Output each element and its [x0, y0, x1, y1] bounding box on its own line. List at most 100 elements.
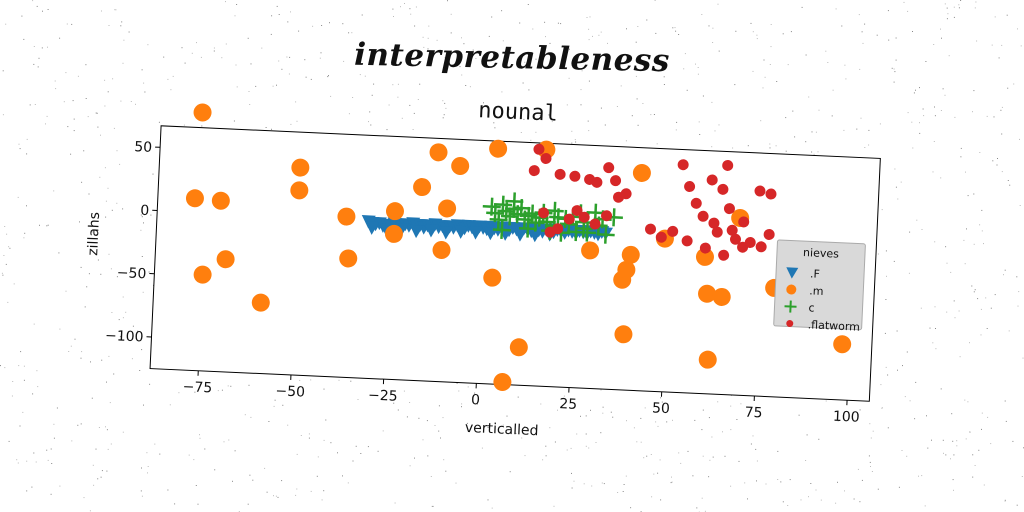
noise-speck — [348, 113, 350, 115]
data-point-circle — [737, 241, 749, 253]
noise-speck — [361, 14, 363, 16]
legend-marker — [786, 284, 797, 295]
noise-speck — [650, 454, 652, 455]
noise-speck — [919, 132, 921, 134]
noise-speck — [588, 447, 590, 449]
noise-speck — [221, 57, 223, 59]
noise-speck — [88, 273, 90, 275]
noise-speck — [46, 115, 48, 117]
data-point-circle — [581, 241, 600, 260]
noise-speck — [844, 490, 845, 492]
noise-speck — [934, 241, 936, 243]
noise-speck — [445, 107, 447, 109]
data-point-circle — [291, 158, 310, 177]
noise-speck — [118, 319, 120, 321]
data-point-circle — [185, 189, 204, 208]
noise-speck — [979, 152, 981, 153]
noise-speck — [71, 23, 73, 25]
noise-speck — [141, 256, 143, 257]
noise-speck — [51, 463, 53, 464]
noise-speck — [19, 425, 21, 427]
noise-speck — [965, 438, 967, 440]
noise-speck — [71, 440, 73, 442]
noise-speck — [542, 459, 544, 461]
noise-speck — [321, 25, 323, 26]
noise-speck — [859, 501, 861, 503]
noise-speck — [276, 5, 278, 7]
noise-speck — [782, 33, 784, 35]
noise-speck — [352, 97, 354, 98]
noise-speck — [323, 439, 325, 441]
noise-speck — [932, 342, 934, 344]
noise-speck — [891, 67, 893, 69]
noise-speck — [990, 307, 992, 309]
noise-speck — [296, 488, 298, 490]
noise-speck — [931, 439, 932, 441]
noise-speck — [493, 122, 495, 124]
noise-speck — [79, 221, 80, 223]
noise-speck — [811, 131, 813, 133]
noise-speck — [443, 114, 445, 116]
noise-speck — [83, 497, 85, 499]
noise-speck — [607, 42, 608, 44]
noise-speck — [1004, 269, 1006, 271]
noise-speck — [33, 452, 35, 454]
noise-speck — [282, 404, 284, 406]
data-point-circle — [385, 202, 404, 221]
noise-speck — [351, 32, 353, 34]
noise-speck — [392, 84, 394, 86]
data-point-circle — [569, 170, 581, 182]
noise-speck — [515, 432, 517, 434]
noise-speck — [815, 489, 817, 491]
noise-speck — [310, 490, 312, 492]
x-tick-label: 50 — [652, 400, 671, 417]
noise-speck — [247, 503, 249, 505]
noise-speck — [924, 505, 926, 507]
noise-speck — [199, 434, 200, 436]
noise-speck — [197, 503, 199, 505]
noise-speck — [935, 348, 937, 350]
noise-speck — [359, 74, 361, 76]
noise-speck — [601, 482, 603, 484]
noise-speck — [275, 495, 277, 497]
noise-speck — [422, 439, 424, 441]
noise-speck — [610, 411, 612, 413]
noise-speck — [139, 370, 141, 371]
noise-speck — [355, 445, 357, 447]
noise-speck — [787, 505, 789, 506]
data-point-triangle — [409, 224, 424, 239]
noise-speck — [236, 86, 238, 88]
noise-speck — [977, 298, 979, 300]
noise-speck — [26, 490, 28, 492]
noise-speck — [592, 35, 593, 37]
noise-speck — [142, 291, 144, 293]
noise-speck — [588, 28, 590, 30]
noise-speck — [835, 8, 837, 10]
noise-speck — [458, 55, 460, 57]
noise-speck — [88, 193, 90, 195]
noise-speck — [370, 124, 372, 126]
noise-speck — [588, 80, 590, 82]
data-point-circle — [698, 284, 717, 303]
noise-speck — [643, 457, 645, 459]
noise-speck — [296, 120, 298, 122]
noise-speck — [97, 259, 99, 261]
noise-speck — [932, 171, 934, 173]
noise-speck — [676, 121, 678, 123]
noise-speck — [590, 409, 591, 411]
noise-speck — [545, 36, 546, 38]
noise-speck — [770, 46, 772, 48]
noise-speck — [893, 260, 895, 262]
noise-speck — [912, 31, 913, 32]
noise-speck — [110, 443, 112, 445]
noise-speck — [323, 388, 325, 390]
noise-speck — [963, 239, 965, 241]
data-point-circle — [617, 260, 636, 279]
noise-speck — [944, 3, 946, 5]
noise-speck — [236, 4, 238, 5]
noise-speck — [696, 507, 698, 509]
noise-speck — [600, 389, 602, 391]
noise-speck — [769, 143, 771, 145]
noise-speck — [980, 334, 982, 336]
noise-speck — [1009, 184, 1011, 186]
